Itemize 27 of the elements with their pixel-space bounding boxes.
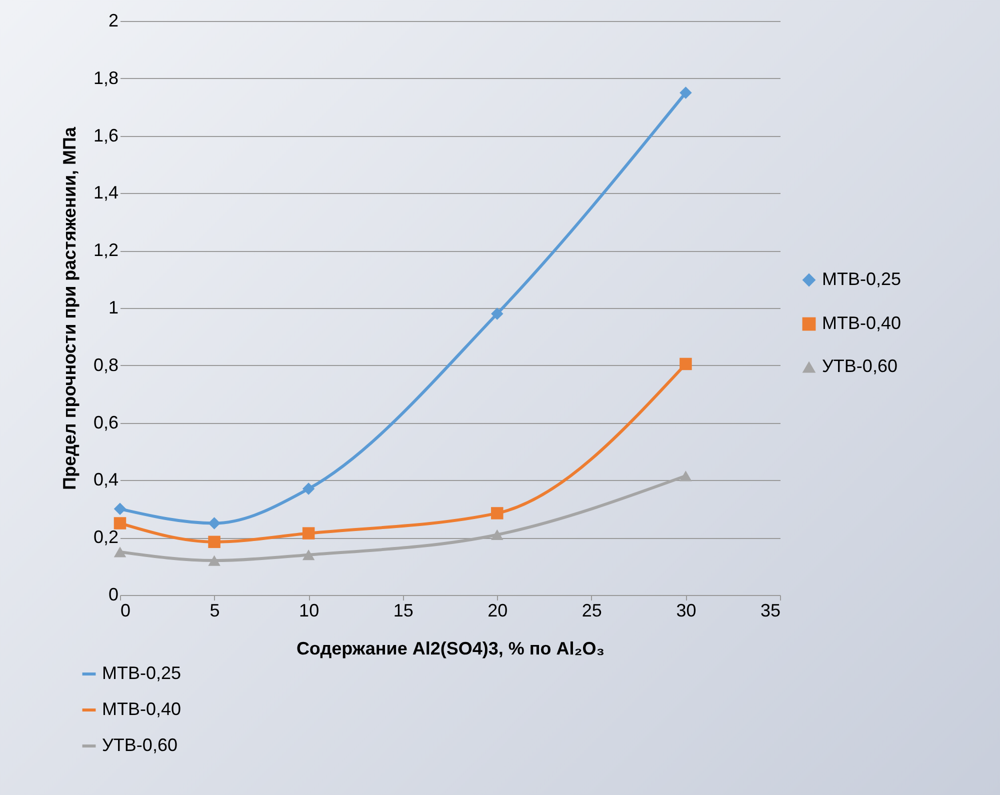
x-tick-label: 15 [393,600,414,620]
x-tick-label: 20 [488,600,508,620]
y-tick-label: 1,4 [93,182,118,203]
legend-label: МТВ-0,25 [822,269,902,289]
y-tick-label: 0,2 [93,527,118,548]
text: УТВ-0,60 [102,735,178,755]
y-tick-label: 0,6 [93,412,118,432]
x-tick-label: 35 [760,600,780,620]
y-tick-label: 1,8 [93,68,118,88]
x-tick-label: 5 [210,600,220,620]
y-tick-label: 0 [108,584,118,604]
text: МТВ-0,40 [102,699,182,719]
legend-label: МТВ-0,40 [822,313,902,333]
y-tick-label: 0,8 [93,354,118,375]
y-tick-label: 1 [108,298,118,318]
legend-label: УТВ-0,60 [822,356,898,376]
x-axis-title: Содержание Al2(SO4)3, % по Al₂O₃ [296,638,605,658]
text: МТВ-0,25 [102,663,182,683]
y-tick-label: 1,2 [93,240,118,260]
y-tick-label: 2 [108,10,118,30]
y-tick-label: 1,6 [93,125,118,146]
x-tick-label: 0 [120,600,131,620]
x-tick-label: 30 [676,600,696,620]
x-tick-label: 25 [582,600,602,620]
y-axis-title: Предел прочности при растяжении, МПа [59,126,80,490]
y-tick-label: 0,4 [93,470,118,490]
x-tick-label: 10 [299,600,320,620]
